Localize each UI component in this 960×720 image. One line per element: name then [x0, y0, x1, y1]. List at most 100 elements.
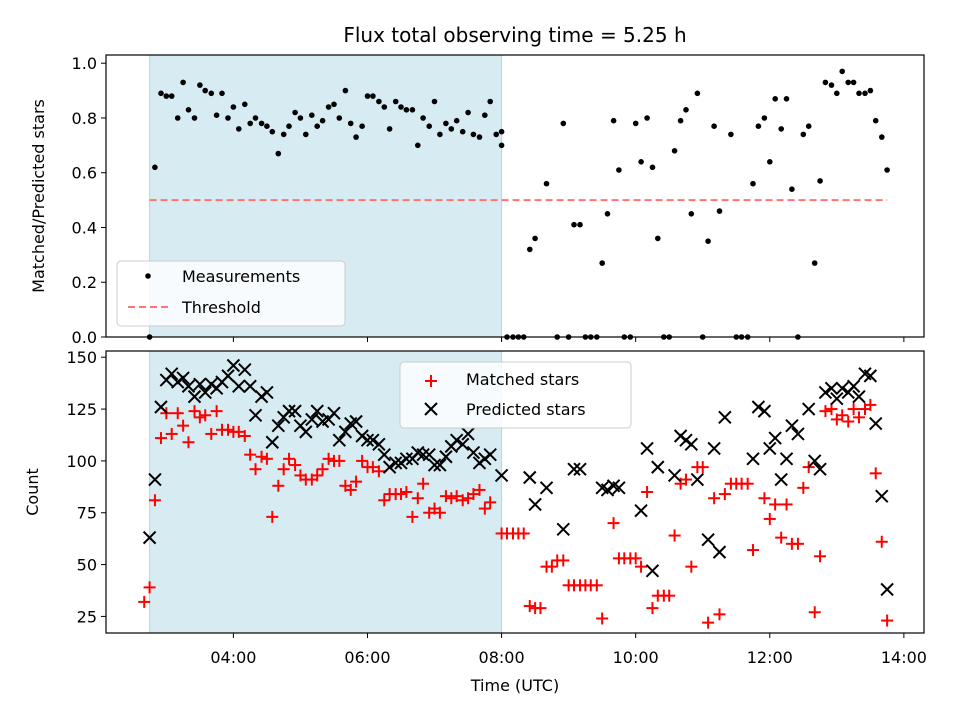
measurement-point: [683, 107, 689, 113]
predicted-point: [243, 379, 257, 393]
measurement-point: [448, 126, 455, 132]
matched-point: [517, 527, 530, 540]
matched-point: [852, 411, 865, 424]
legend-measurements-label: Measurements: [182, 267, 300, 286]
measurement-point: [269, 128, 276, 135]
predicted-point: [528, 497, 542, 512]
measurement-point: [376, 98, 382, 105]
y-tick-label: 0.2: [72, 273, 97, 292]
predicted-point: [600, 483, 615, 497]
predicted-point: [427, 458, 442, 472]
measurement-point: [599, 260, 605, 266]
predicted-point: [801, 402, 816, 416]
legend-predicted-label: Predicted stars: [466, 400, 586, 419]
y-tick-label: 100: [66, 452, 97, 471]
matched-point: [641, 486, 654, 498]
matched-point: [875, 535, 888, 548]
measurement-point: [247, 120, 253, 127]
predicted-point: [707, 441, 721, 456]
predicted-point: [774, 472, 788, 487]
measurement-point: [264, 123, 270, 129]
bottom-plot-area: [138, 358, 894, 629]
matched-point: [523, 600, 536, 613]
measurement-point: [163, 93, 170, 99]
x-tick-label: 10:00: [613, 648, 659, 667]
matched-point: [685, 560, 698, 573]
measurement-point: [370, 93, 376, 99]
measurement-point: [716, 208, 723, 214]
measurement-point: [453, 117, 460, 124]
measurement-point: [275, 150, 282, 157]
predicted-point: [869, 416, 883, 431]
matched-point: [646, 602, 659, 615]
measurement-point: [872, 117, 879, 124]
predicted-point: [198, 385, 212, 400]
predicted-point: [763, 441, 777, 456]
matched-point: [333, 454, 346, 467]
predicted-point: [785, 418, 799, 433]
matched-point: [372, 465, 385, 478]
x-tick-label: 12:00: [747, 648, 793, 667]
measurement-point: [610, 117, 617, 124]
matched-point: [718, 488, 731, 501]
top-legend: Measurements Threshold: [116, 260, 346, 327]
measurement-point: [437, 131, 443, 138]
measurement-point: [822, 79, 829, 86]
measurement-point: [174, 115, 181, 121]
measurement-point: [671, 148, 678, 154]
predicted-point: [377, 447, 391, 462]
matched-point: [635, 560, 648, 573]
predicted-point: [573, 462, 587, 476]
measurement-point: [828, 82, 835, 88]
measurement-point: [677, 117, 684, 124]
x-tick-label: 06:00: [344, 648, 390, 667]
predicted-point: [327, 406, 341, 420]
matched-point: [545, 560, 558, 573]
measurement-point: [543, 180, 550, 187]
predicted-point: [260, 385, 274, 400]
x-tick-label: 04:00: [210, 648, 256, 667]
matched-point: [417, 477, 430, 490]
measurement-point: [839, 68, 845, 75]
top-plot-area: [146, 68, 890, 340]
matched-point: [769, 498, 782, 511]
predicted-point: [366, 433, 380, 447]
predicted-point: [567, 462, 581, 476]
matched-point: [272, 479, 285, 492]
matched-point: [450, 490, 463, 503]
measurement-point: [347, 120, 354, 127]
measurement-point: [772, 96, 778, 102]
measurement-point: [286, 123, 292, 129]
y-tick-label: 1.0: [72, 54, 97, 73]
predicted-point: [187, 389, 202, 404]
predicted-point: [779, 452, 794, 466]
measurement-point: [168, 93, 175, 99]
measurement-point: [879, 134, 885, 140]
matched-point: [143, 581, 156, 594]
legend-matched-label: Matched stars: [466, 370, 579, 389]
matched-point: [283, 452, 296, 465]
predicted-point: [265, 435, 279, 449]
predicted-point: [718, 410, 732, 425]
predicted-point: [439, 450, 453, 464]
matched-point: [260, 452, 273, 465]
predicted-point: [466, 445, 481, 460]
matched-point: [322, 452, 335, 465]
measurement-point: [292, 109, 298, 116]
predicted-point: [556, 522, 570, 537]
measurement-point: [476, 134, 483, 140]
predicted-point: [768, 431, 782, 445]
y-tick-label: 0.4: [72, 218, 97, 237]
predicted-point: [813, 462, 827, 476]
legend-matched-marker: [425, 375, 437, 387]
matched-point: [205, 427, 218, 440]
matched-point: [316, 463, 329, 476]
measurement-point: [783, 96, 790, 102]
predicted-point: [154, 400, 168, 414]
measurement-point: [711, 123, 717, 129]
matched-point: [473, 483, 486, 496]
matched-point: [395, 488, 408, 501]
bottom-legend-box: [399, 361, 632, 429]
measurement-point: [644, 115, 650, 121]
predicted-point: [288, 404, 302, 418]
